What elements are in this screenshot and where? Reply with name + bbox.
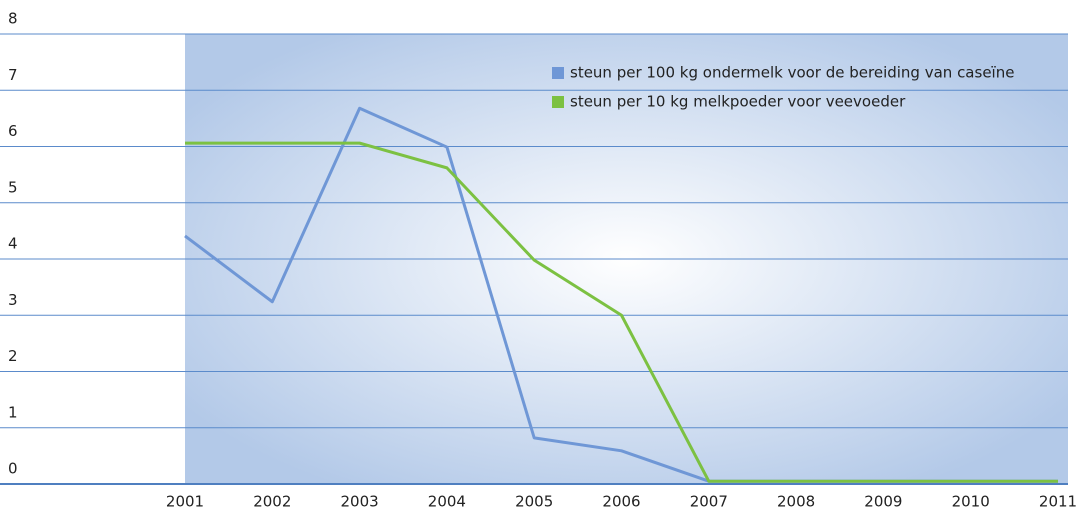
x-tick-label: 2010 xyxy=(952,493,990,511)
x-tick-label: 2001 xyxy=(166,493,204,511)
x-tick-label: 2008 xyxy=(777,493,815,511)
x-tick-label: 2002 xyxy=(253,493,291,511)
y-tick-label: 2 xyxy=(8,347,18,365)
legend-swatch xyxy=(552,96,564,108)
y-tick-label: 1 xyxy=(8,403,18,421)
legend-label: steun per 10 kg melkpoeder voor veevoede… xyxy=(570,93,906,111)
x-tick-label: 2003 xyxy=(341,493,379,511)
x-tick-label: 2011 xyxy=(1039,493,1077,511)
y-tick-label: 7 xyxy=(8,66,18,84)
legend-label: steun per 100 kg ondermelk voor de berei… xyxy=(570,64,1014,82)
y-tick-label: 3 xyxy=(8,291,18,309)
x-tick-label: 2005 xyxy=(515,493,553,511)
series-line xyxy=(185,141,1058,483)
y-tick-label: 4 xyxy=(8,235,18,253)
y-tick-label: 8 xyxy=(8,10,18,28)
x-tick-label: 2004 xyxy=(428,493,466,511)
x-tick-label: 2007 xyxy=(690,493,728,511)
y-tick-label: 5 xyxy=(8,178,18,196)
y-tick-label: 6 xyxy=(8,122,18,140)
legend-swatch xyxy=(552,67,564,79)
x-tick-label: 2009 xyxy=(864,493,902,511)
y-tick-label: 0 xyxy=(8,460,18,478)
x-tick-label: 2006 xyxy=(602,493,640,511)
